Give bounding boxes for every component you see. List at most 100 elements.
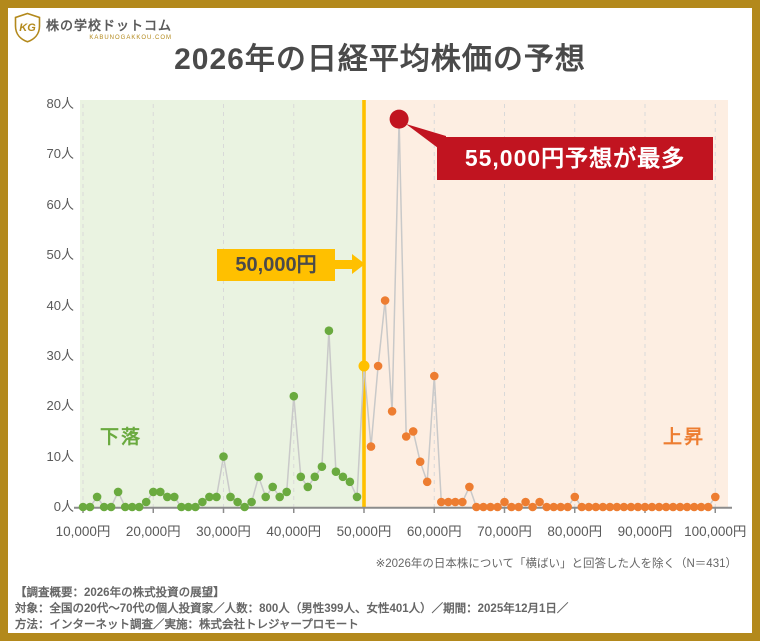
data-point [296, 472, 306, 482]
data-point [106, 502, 116, 512]
data-point [212, 492, 221, 502]
data-point [261, 492, 270, 502]
data-point [401, 432, 411, 441]
data-point [408, 427, 418, 436]
data-point [78, 502, 88, 512]
x-tick-label: 80,000円 [547, 524, 603, 539]
data-point [85, 502, 95, 512]
data-point [366, 442, 376, 451]
data-point [647, 502, 657, 512]
data-point [254, 472, 263, 482]
data-point [591, 502, 601, 512]
data-point [689, 502, 699, 512]
brand-domain: KABUNOGAKKOU.COM [89, 34, 173, 41]
data-point [303, 482, 313, 492]
data-point [654, 502, 664, 512]
data-point [120, 502, 130, 512]
threshold-badge: 50,000円 [217, 249, 335, 281]
y-tick-label: 30人 [46, 347, 74, 363]
data-point [352, 492, 362, 502]
data-point [331, 467, 341, 477]
data-point [570, 492, 580, 502]
data-point [472, 502, 481, 512]
data-point [205, 492, 214, 502]
survey-footer: 【調査概要：2026年の株式投資の展望】 対象：全国の20代～70代の個人投資家… [15, 585, 568, 633]
data-point [415, 457, 425, 467]
x-tick-label: 10,000円 [55, 524, 111, 539]
footer-line-2: 対象：全国の20代～70代の個人投資家／人数：800人（男性399人、女性401… [15, 603, 569, 615]
data-point [682, 502, 692, 512]
callout-tail [406, 124, 446, 154]
data-point [247, 497, 256, 507]
data-point [113, 487, 123, 497]
data-point [507, 502, 516, 512]
data-point [184, 502, 193, 512]
footnote: ※2026年の日本株について「横ばい」と回答した人を除く（N＝431） [375, 558, 737, 570]
data-point [703, 502, 713, 512]
data-point [268, 482, 277, 492]
y-tick-label: 40人 [46, 297, 74, 313]
data-point [226, 492, 235, 502]
chart-canvas [74, 100, 732, 513]
data-point [696, 502, 706, 512]
region-down-bg [80, 100, 364, 507]
threshold-line [362, 100, 366, 507]
data-point [640, 502, 650, 512]
data-point [338, 472, 348, 482]
data-point [191, 502, 200, 512]
footer-line-1: 【調査概要：2026年の株式投資の展望】 [15, 587, 225, 599]
data-point [170, 492, 179, 502]
data-point [156, 487, 165, 497]
data-point [521, 497, 530, 507]
data-point [584, 502, 594, 512]
data-point [598, 502, 608, 512]
data-point [430, 371, 439, 381]
data-point [422, 477, 432, 487]
y-tick-label: 10人 [46, 448, 74, 464]
data-point [451, 497, 460, 507]
x-tick-label: 50,000円 [336, 524, 392, 539]
x-tick-label: 60,000円 [406, 524, 462, 539]
data-point [619, 502, 629, 512]
data-point [605, 502, 615, 512]
data-point [317, 462, 327, 472]
data-point [134, 502, 144, 512]
data-point [711, 492, 720, 502]
data-point [219, 452, 228, 461]
x-tick-label: 90,000円 [617, 524, 673, 539]
y-tick-label: 70人 [46, 146, 74, 162]
x-tick-label: 70,000円 [477, 524, 532, 539]
data-point [465, 482, 474, 492]
data-point [289, 391, 299, 401]
y-tick-label: 50人 [46, 247, 74, 263]
data-point [275, 492, 284, 502]
data-point [92, 492, 102, 502]
data-point [198, 497, 207, 507]
brand-name: 株の学校ドットコム [46, 17, 173, 33]
x-tick-label: 20,000円 [125, 524, 181, 539]
data-point [380, 296, 390, 305]
y-tick-label: 60人 [46, 196, 74, 212]
brand-logo: KG 株の学校ドットコム KABUNOGAKKOU.COM [14, 12, 172, 43]
data-point [324, 326, 334, 335]
data-point [668, 502, 678, 512]
data-point [437, 497, 446, 507]
footer-line-3: 方法：インターネット調査／実施：株式会社トレジャープロモート [15, 619, 359, 631]
data-point [542, 502, 551, 512]
data-point [535, 497, 544, 507]
data-point [310, 472, 320, 482]
y-tick-label: 0人 [53, 499, 74, 514]
data-point [141, 497, 151, 507]
data-point [626, 502, 636, 512]
data-point [486, 502, 495, 512]
data-point [500, 497, 509, 507]
threshold-arrow-stem [335, 260, 352, 269]
x-tick-label: 30,000円 [196, 524, 251, 539]
data-point [675, 502, 685, 512]
data-point [549, 502, 558, 512]
data-point [99, 502, 109, 512]
chart-title: 2026年の日経平均株価の予想 [174, 43, 586, 76]
data-point [358, 360, 370, 372]
x-tick-label: 100,000円 [684, 524, 747, 539]
data-point [479, 502, 488, 512]
